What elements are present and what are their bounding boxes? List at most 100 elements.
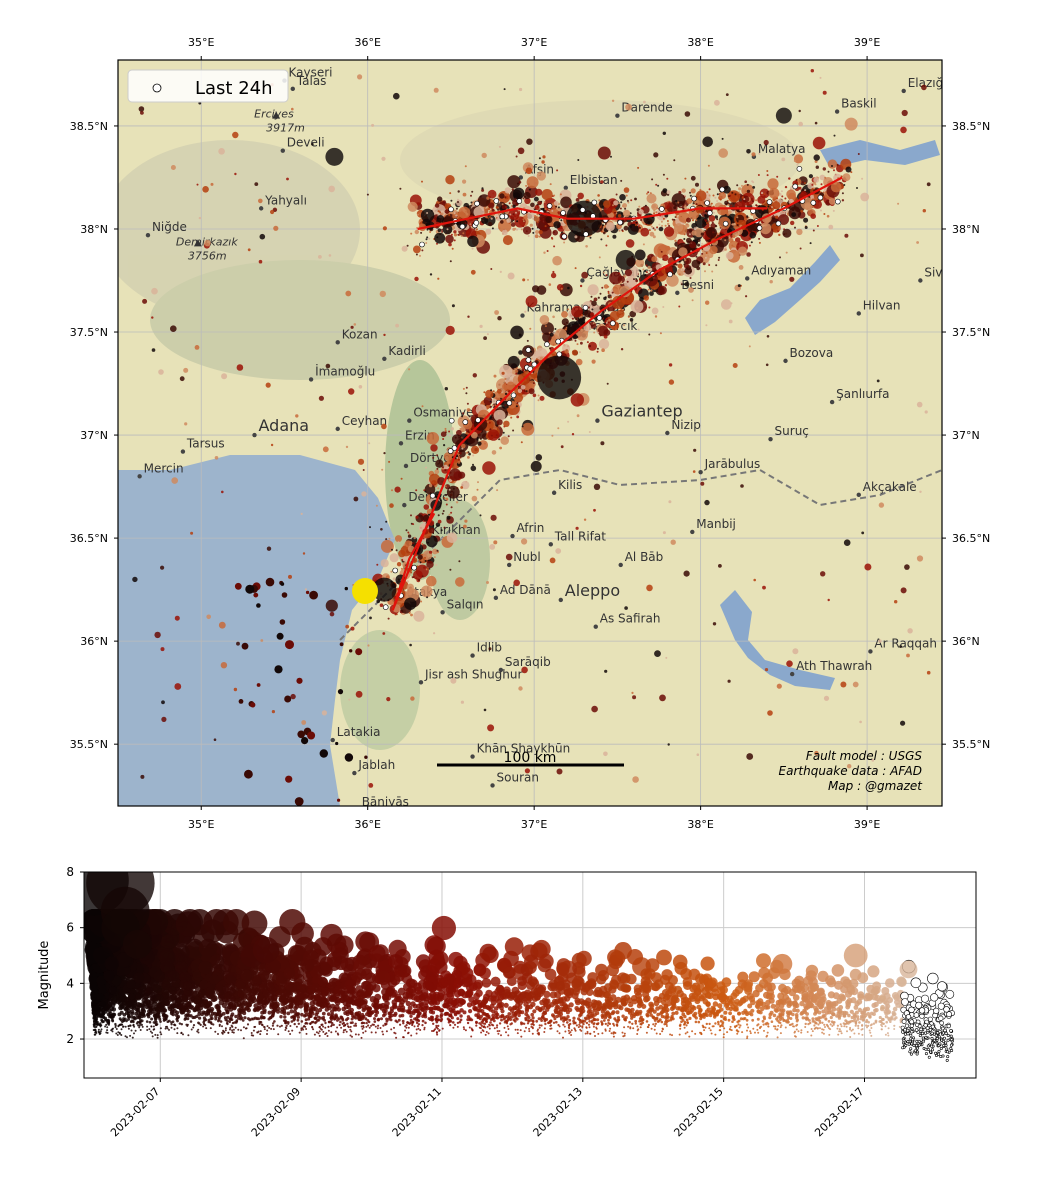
magnitude-point xyxy=(749,1030,752,1033)
place-dot xyxy=(675,290,680,296)
magnitude-point xyxy=(623,1026,626,1029)
aftershock-dot xyxy=(574,267,577,270)
mediterranean-sea xyxy=(118,455,395,806)
magnitude-point xyxy=(763,1029,765,1032)
aftershock-dot xyxy=(462,412,465,415)
magnitude-point xyxy=(721,1023,724,1026)
magnitude-point xyxy=(214,1017,218,1021)
place-label: Ceyhan xyxy=(342,414,387,428)
magnitude-point xyxy=(104,1025,107,1028)
aftershock-dot xyxy=(617,214,622,218)
aftershock-dot xyxy=(414,276,419,282)
place-label: Şanlıurfa xyxy=(836,387,889,401)
aftershock-dot xyxy=(325,599,338,612)
aftershock-dot xyxy=(526,339,529,342)
aftershock-dot xyxy=(758,237,761,240)
aftershock-dot xyxy=(449,192,452,195)
place-dot xyxy=(768,436,773,442)
aftershock-dot xyxy=(640,227,650,237)
aftershock-dot xyxy=(469,223,472,226)
aftershock-dot xyxy=(432,456,435,459)
magnitude-point xyxy=(345,1030,348,1033)
aftershock-dot xyxy=(645,271,648,274)
place-label: Ath Thawrah xyxy=(796,659,872,673)
aftershock-dot xyxy=(549,347,551,350)
aftershock-dot xyxy=(589,236,592,239)
place-label: Jablah xyxy=(357,758,395,772)
magnitude-point xyxy=(354,1022,357,1025)
aftershock-dot xyxy=(648,229,651,232)
aftershock-dot xyxy=(522,225,525,228)
aftershock-dot xyxy=(490,217,493,220)
magnitude-point xyxy=(756,953,771,969)
magnitude-point xyxy=(160,1033,163,1036)
aftershock-dot xyxy=(557,427,560,430)
aftershock-dot xyxy=(598,199,601,202)
aftershock-dot xyxy=(680,268,683,271)
aftershock-dot xyxy=(499,193,505,199)
magnitude-point xyxy=(671,1034,673,1037)
aftershock-dot xyxy=(574,235,578,239)
aftershock-dot xyxy=(706,222,708,224)
magnitude-point xyxy=(708,1022,711,1026)
place-label: As Safirah xyxy=(600,612,661,626)
aftershock-dot xyxy=(627,201,630,204)
magnitude-point xyxy=(671,1011,676,1016)
magnitude-point xyxy=(130,1029,133,1032)
aftershock-dot xyxy=(746,189,751,194)
aftershock-dot xyxy=(635,258,645,268)
magnitude-point xyxy=(202,1025,205,1028)
aftershock-dot xyxy=(597,194,600,197)
magnitude-point xyxy=(543,1031,546,1033)
place-label: Adıyaman xyxy=(751,263,811,277)
aftershock-dot xyxy=(812,229,815,232)
aftershock-dot xyxy=(801,181,804,184)
aftershock-dot xyxy=(897,202,900,205)
aftershock-dot xyxy=(448,513,451,516)
magnitude-point xyxy=(349,1034,352,1037)
aftershock-dot xyxy=(520,228,523,231)
aftershock-dot xyxy=(836,163,839,166)
magnitude-point xyxy=(723,1010,728,1015)
place-label: Mercin xyxy=(144,461,184,475)
aftershock-dot xyxy=(650,254,653,257)
magnitude-point xyxy=(324,1021,327,1025)
aftershock-dot xyxy=(395,549,398,552)
aftershock-dot xyxy=(423,504,430,510)
aftershock-dot xyxy=(552,270,555,274)
place-dot xyxy=(498,667,504,673)
magnitude-point xyxy=(746,1023,749,1026)
place-label: Aleppo xyxy=(565,581,620,600)
aftershock-dot xyxy=(426,228,429,231)
aftershock-dot xyxy=(379,603,384,607)
magnitude-point xyxy=(217,1019,220,1023)
aftershock-dot xyxy=(389,553,399,563)
place-dot xyxy=(402,502,407,508)
aftershock-dot xyxy=(411,576,414,579)
aftershock-dot xyxy=(552,255,562,266)
ataturk-reservoir xyxy=(745,245,840,335)
aftershock-dot xyxy=(491,227,494,230)
magnitude-point xyxy=(754,1031,756,1034)
aftershock-dot xyxy=(708,188,711,191)
aftershock-dot xyxy=(491,414,494,417)
magnitude-point xyxy=(187,1034,190,1037)
magnitude-point xyxy=(857,1032,860,1035)
aftershock-dot xyxy=(755,204,758,207)
magnitude-point xyxy=(468,1009,473,1014)
magnitude-point xyxy=(230,1024,233,1027)
place-dot xyxy=(901,88,906,94)
magnitude-point xyxy=(714,1033,717,1036)
aftershock-dot xyxy=(471,445,480,454)
magnitude-point xyxy=(365,1025,368,1028)
magnitude-point xyxy=(850,1019,853,1023)
aftershock-dot xyxy=(646,192,648,195)
aftershock-dot xyxy=(600,238,603,241)
magnitude-point xyxy=(481,978,492,988)
aftershock-dot xyxy=(575,358,583,366)
magnitude-point xyxy=(714,1022,717,1025)
aftershock-dot xyxy=(708,215,716,222)
aftershock-dot xyxy=(588,341,597,351)
aftershock-dot xyxy=(420,600,423,603)
aftershock-dot xyxy=(502,235,513,246)
